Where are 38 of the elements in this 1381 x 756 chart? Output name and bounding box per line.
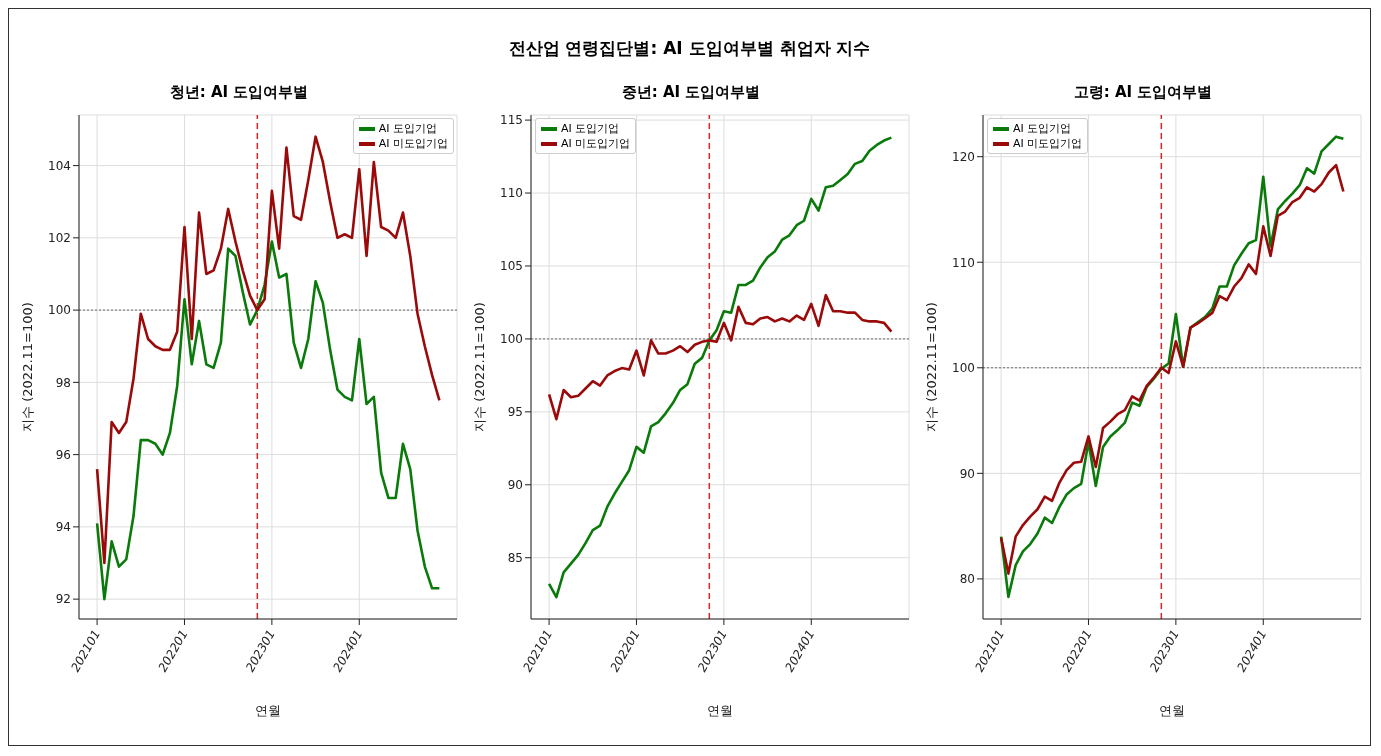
y-tick-label: 105 [500, 259, 523, 274]
x-axis-title: 연월 [1159, 703, 1185, 718]
y-tick-label: 100 [500, 332, 523, 347]
line-series [547, 136, 893, 599]
y-tick-label: 115 [500, 113, 523, 128]
y-tick-label: 94 [55, 520, 71, 535]
legend-label: AI 도입기업 [1013, 121, 1072, 136]
y-tick-label: 90 [507, 478, 523, 493]
y-tick-label: 95 [507, 405, 523, 420]
y-tick-label: 104 [48, 158, 71, 173]
x-axis-title: 연월 [707, 703, 733, 718]
chart-title: 청년: AI 도입여부별 [168, 83, 310, 103]
legend-label: AI 미도입기업 [561, 136, 631, 151]
y-tick-label: 120 [952, 149, 975, 164]
y-tick-label: 90 [959, 466, 975, 481]
legend-label: AI 미도입기업 [1013, 136, 1083, 151]
y-tick-label: 92 [55, 592, 71, 607]
text: 전산업 연령집단별: AI 도입여부별 취업자 지수 [507, 37, 872, 60]
y-tick-label: 110 [952, 255, 975, 270]
chart-title: 중년: AI 도입여부별 [620, 83, 762, 103]
x-axis-title: 연월 [255, 703, 281, 718]
line-series [95, 240, 441, 601]
y-axis-title: 지수 (2022.11=100) [471, 302, 487, 432]
y-tick-label: 100 [952, 361, 975, 376]
y-tick-label: 96 [55, 447, 71, 462]
y-tick-label: 85 [507, 550, 523, 565]
y-tick-label: 98 [55, 375, 71, 390]
y-tick-label: 80 [959, 572, 975, 587]
legend-label: AI 도입기업 [561, 121, 620, 136]
y-axis-title: 지수 (2022.11=100) [19, 302, 35, 432]
y-tick-label: 100 [48, 303, 71, 318]
legend-label: AI 도입기업 [378, 121, 437, 136]
legend-label: AI 미도입기업 [378, 136, 448, 151]
y-axis-title: 지수 (2022.11=100) [923, 302, 939, 432]
y-tick-label: 102 [48, 231, 71, 246]
chart-title: 고령: AI 도입여부별 [1072, 83, 1214, 103]
line-series [547, 293, 893, 421]
y-tick-label: 110 [500, 186, 523, 201]
